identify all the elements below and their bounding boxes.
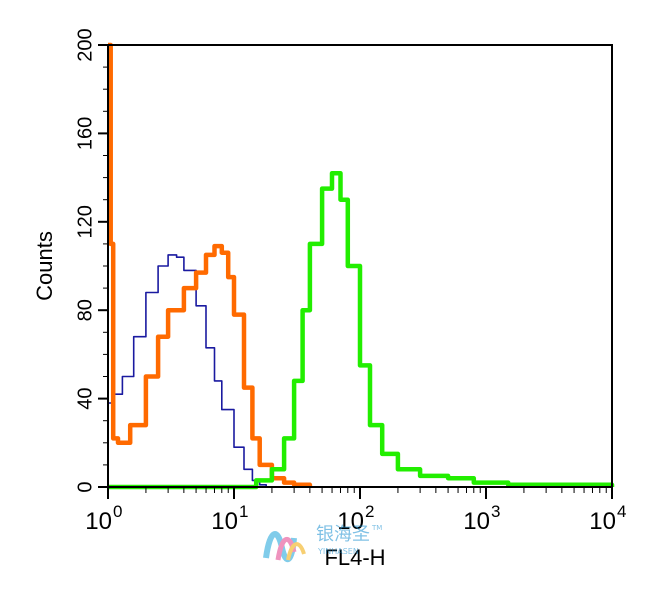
series-line-3 [108,170,615,490]
x-tick-label: 10 [85,508,112,535]
y-tick-label: 120 [74,205,96,238]
series-layer [108,42,615,490]
x-tick-label: 10 [337,508,364,535]
x-tick-exponent: 1 [239,502,248,521]
y-tick-label: 0 [74,481,96,492]
x-tick-exponent: 3 [491,502,500,521]
x-tick-label: 10 [463,508,490,535]
watermark-subtext: YINHASEN [317,547,359,556]
x-tick-exponent: 4 [617,502,626,521]
watermark-wave-icon [263,531,306,563]
x-tick-exponent: 0 [113,502,122,521]
watermark-logo: 银海圣 TM YINHASEN [263,524,382,563]
watermark-trademark: TM [371,524,382,532]
y-tick-label: 160 [74,117,96,150]
series-line-2 [108,42,313,488]
y-axis-label: Counts [32,231,57,301]
x-tick-label: 10 [589,508,616,535]
y-tick-label: 40 [74,387,96,409]
watermark-chinese: 银海圣 [316,524,370,545]
y-tick-label: 80 [74,299,96,321]
x-tick-exponent: 2 [365,502,374,521]
x-tick-label: 10 [211,508,238,535]
y-tick-label: 200 [74,28,96,61]
x-axis-label: FL4-H [324,545,385,570]
